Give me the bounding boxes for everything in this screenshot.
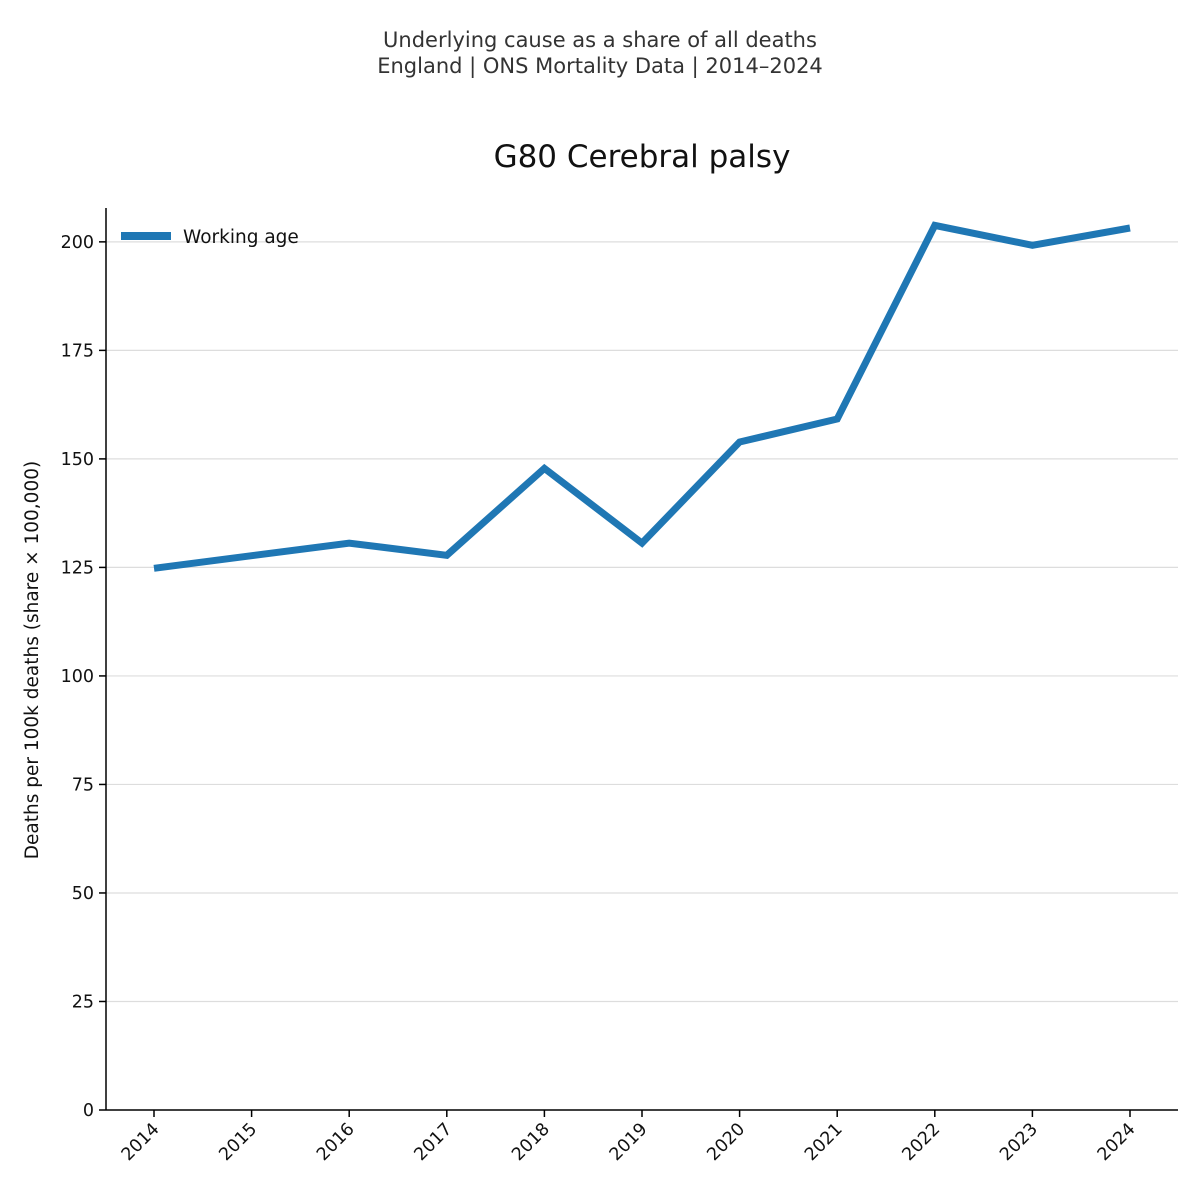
y-tick-label: 0 — [83, 1101, 94, 1121]
y-tick-label: 50 — [72, 884, 94, 904]
suptitle-line-1: Underlying cause as a share of all death… — [383, 28, 817, 52]
x-tick-label: 2024 — [1094, 1119, 1140, 1165]
y-ticks: 0 25 50 75 100 125 150 175 200 — [61, 233, 106, 1121]
y-tick-label: 200 — [61, 233, 94, 253]
series-layer — [153, 221, 1131, 572]
gridlines — [106, 241, 1178, 1003]
series-line-working-age — [153, 221, 1131, 572]
x-tick-label: 2020 — [703, 1119, 749, 1165]
y-tick-label: 150 — [61, 450, 94, 470]
y-axis-label: Deaths per 100k deaths (share × 100,000) — [22, 461, 43, 859]
x-tick-label: 2023 — [996, 1119, 1042, 1165]
x-tick-label: 2019 — [606, 1119, 652, 1165]
x-tick-label: 2016 — [313, 1119, 359, 1165]
x-ticks: 2014 2015 2016 2017 2018 2019 2020 2021 2022 2023… — [118, 1110, 1140, 1165]
legend-label-working-age: Working age — [183, 227, 299, 248]
x-tick-label: 2014 — [118, 1119, 164, 1165]
legend: Working age — [121, 227, 299, 248]
y-tick-label: 25 — [72, 992, 94, 1012]
y-tick-label: 100 — [61, 667, 94, 687]
x-tick-label: 2022 — [899, 1119, 945, 1165]
x-tick-label: 2021 — [801, 1119, 847, 1165]
x-tick-label: 2015 — [215, 1119, 261, 1165]
chart-title: G80 Cerebral palsy — [494, 139, 791, 175]
y-tick-label: 75 — [72, 775, 94, 795]
y-tick-label: 125 — [61, 558, 94, 578]
suptitle-line-2: England | ONS Mortality Data | 2014–2024 — [377, 54, 823, 79]
y-tick-label: 175 — [61, 341, 94, 361]
x-tick-label: 2018 — [508, 1119, 554, 1165]
x-tick-label: 2017 — [411, 1119, 457, 1165]
axes — [105, 208, 1178, 1111]
